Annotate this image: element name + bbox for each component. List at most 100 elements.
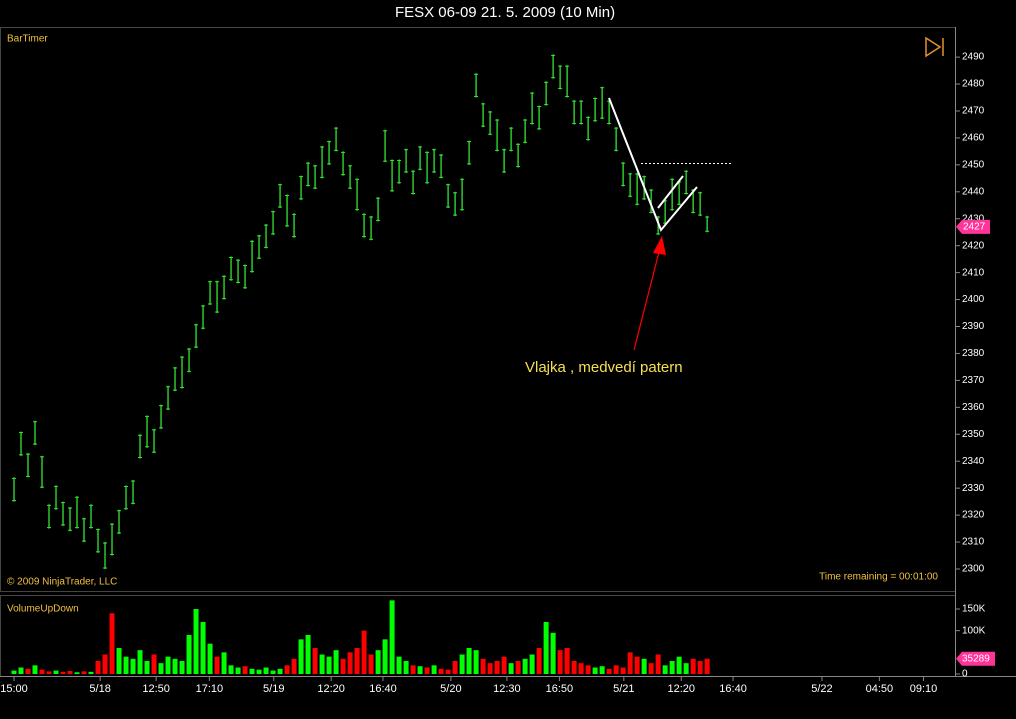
arrow-head	[653, 236, 666, 255]
y-tick-label: 2480	[962, 79, 985, 90]
volume-bar	[11, 670, 17, 675]
volume-bar	[410, 665, 416, 675]
y-tick-label: 2410	[962, 267, 985, 278]
volume-bar	[60, 671, 66, 675]
volume-bar	[298, 639, 304, 675]
volume-bar	[165, 656, 171, 675]
y-tick-label: 2430	[962, 213, 985, 224]
volume-bar	[151, 654, 157, 675]
window-title: FESX 06-09 21. 5. 2009 (10 Min)	[395, 4, 615, 21]
volume-bar	[508, 663, 514, 675]
volume-bar	[704, 658, 710, 675]
y-tick-label: 2490	[962, 52, 985, 63]
volume-bar	[676, 656, 682, 675]
volume-bar	[403, 661, 409, 675]
volume-bar	[620, 667, 626, 675]
x-tick-label: 16:40	[719, 683, 747, 695]
volume-bar	[284, 665, 290, 675]
volume-bar	[599, 666, 605, 675]
volume-label: VolumeUpDown	[7, 604, 79, 615]
volume-bar	[585, 665, 591, 675]
volume-bar	[452, 661, 458, 675]
volume-bar	[291, 658, 297, 675]
volume-bar	[214, 656, 220, 675]
x-tick-label: 16:40	[369, 683, 397, 695]
volume-bar	[340, 658, 346, 675]
time-remaining: Time remaining = 00:01:00	[819, 572, 938, 583]
y-tick-label: 2390	[962, 321, 985, 332]
volume-bar	[424, 667, 430, 675]
volume-bar	[305, 635, 311, 675]
y-tick-label: 2450	[962, 160, 985, 171]
volume-bar	[354, 648, 360, 675]
y-tick-label: 2370	[962, 375, 985, 386]
y-tick-label: 2420	[962, 240, 985, 251]
x-tick-label: 04:50	[866, 683, 894, 695]
volume-bar	[312, 648, 318, 675]
volume-bar	[550, 632, 556, 675]
x-tick-label: 12:50	[142, 683, 170, 695]
volume-bar	[466, 648, 472, 675]
volume-bar	[333, 650, 339, 675]
volume-bar	[578, 663, 584, 675]
y-tick-label: 2380	[962, 348, 985, 359]
volume-bar	[228, 665, 234, 675]
x-tick-label: 12:30	[493, 683, 521, 695]
volume-bar	[95, 661, 101, 675]
volume-bar	[473, 650, 479, 675]
last-price-label: 2427	[963, 221, 986, 232]
y-tick-label: 2470	[962, 106, 985, 117]
volume-bar	[39, 669, 45, 675]
y-tick-label: 2310	[962, 537, 985, 548]
volume-bar	[207, 643, 213, 675]
volume-bar	[270, 670, 276, 675]
volume-bar	[655, 654, 661, 675]
volume-bar	[389, 600, 395, 675]
x-tick-label: 09:10	[910, 683, 938, 695]
play-icon[interactable]	[925, 36, 944, 58]
volume-bar	[571, 661, 577, 675]
volume-bar	[193, 608, 199, 675]
volume-bar	[368, 654, 374, 675]
flag-line	[657, 175, 684, 209]
volume-bar	[67, 670, 73, 675]
y-tick-label: 2340	[962, 456, 985, 467]
volume-bar	[690, 658, 696, 675]
annotation: Vlajka , medvedí patern	[525, 359, 683, 376]
drawing-objects	[608, 97, 733, 351]
x-tick-label: 17:10	[196, 683, 224, 695]
volume-bar	[564, 648, 570, 675]
volume-bar	[697, 661, 703, 675]
volume-bar	[74, 672, 80, 675]
x-tick-label: 16:50	[546, 683, 574, 695]
volume-bar	[25, 668, 31, 675]
volume-bar	[32, 665, 38, 675]
volume-bar	[46, 671, 52, 675]
y-tick-label: 2330	[962, 483, 985, 494]
volume-bar	[81, 671, 87, 675]
volume-bar	[641, 658, 647, 675]
x-tick-label: 5/18	[89, 683, 110, 695]
volume-bar	[613, 665, 619, 675]
last-volume-label: 35289	[962, 653, 990, 664]
y-tick-label: 2400	[962, 294, 985, 305]
volume-bar	[123, 656, 129, 675]
volume-bar	[221, 652, 227, 675]
flag-pole	[608, 97, 698, 232]
volume-bar	[130, 658, 136, 675]
volume-bar	[543, 622, 549, 675]
volume-bar	[396, 656, 402, 675]
volume-bar	[627, 652, 633, 675]
x-tick-label: 12:20	[667, 683, 695, 695]
arrow-shaft	[633, 251, 660, 351]
volume-bar	[445, 669, 451, 675]
y-tick-label: 100K	[962, 625, 986, 636]
x-tick-label: 12:20	[317, 683, 345, 695]
volume-bar	[592, 667, 598, 675]
volume-bar	[88, 671, 94, 675]
volume-bar	[648, 663, 654, 675]
volume-bar	[529, 654, 535, 675]
volume-bar	[263, 667, 269, 675]
y-tick-label: 2360	[962, 402, 985, 413]
